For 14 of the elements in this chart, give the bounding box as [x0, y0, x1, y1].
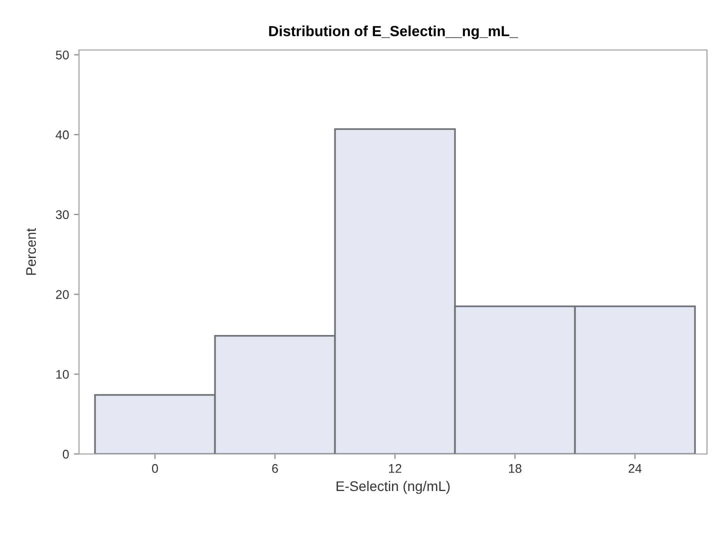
y-axis-title: Percent: [26, 228, 36, 275]
x-tick-label: 24: [628, 464, 642, 473]
chart-title: Distribution of E_Selectin__ng_mL_: [269, 26, 518, 40]
y-tick-label: 0: [62, 450, 69, 459]
y-tick-label: 20: [56, 290, 69, 299]
y-tick-label: 10: [56, 370, 69, 379]
x-tick-label: 6: [272, 464, 278, 473]
x-axis-title: E-Selectin (ng/mL): [336, 480, 450, 494]
y-tick-label: 30: [56, 210, 69, 220]
y-tick-label: 50: [56, 50, 69, 60]
x-tick-label: 0: [152, 464, 158, 473]
x-tick-label: 12: [389, 464, 402, 473]
y-tick-label: 40: [56, 130, 69, 140]
x-tick-label: 18: [509, 464, 522, 473]
